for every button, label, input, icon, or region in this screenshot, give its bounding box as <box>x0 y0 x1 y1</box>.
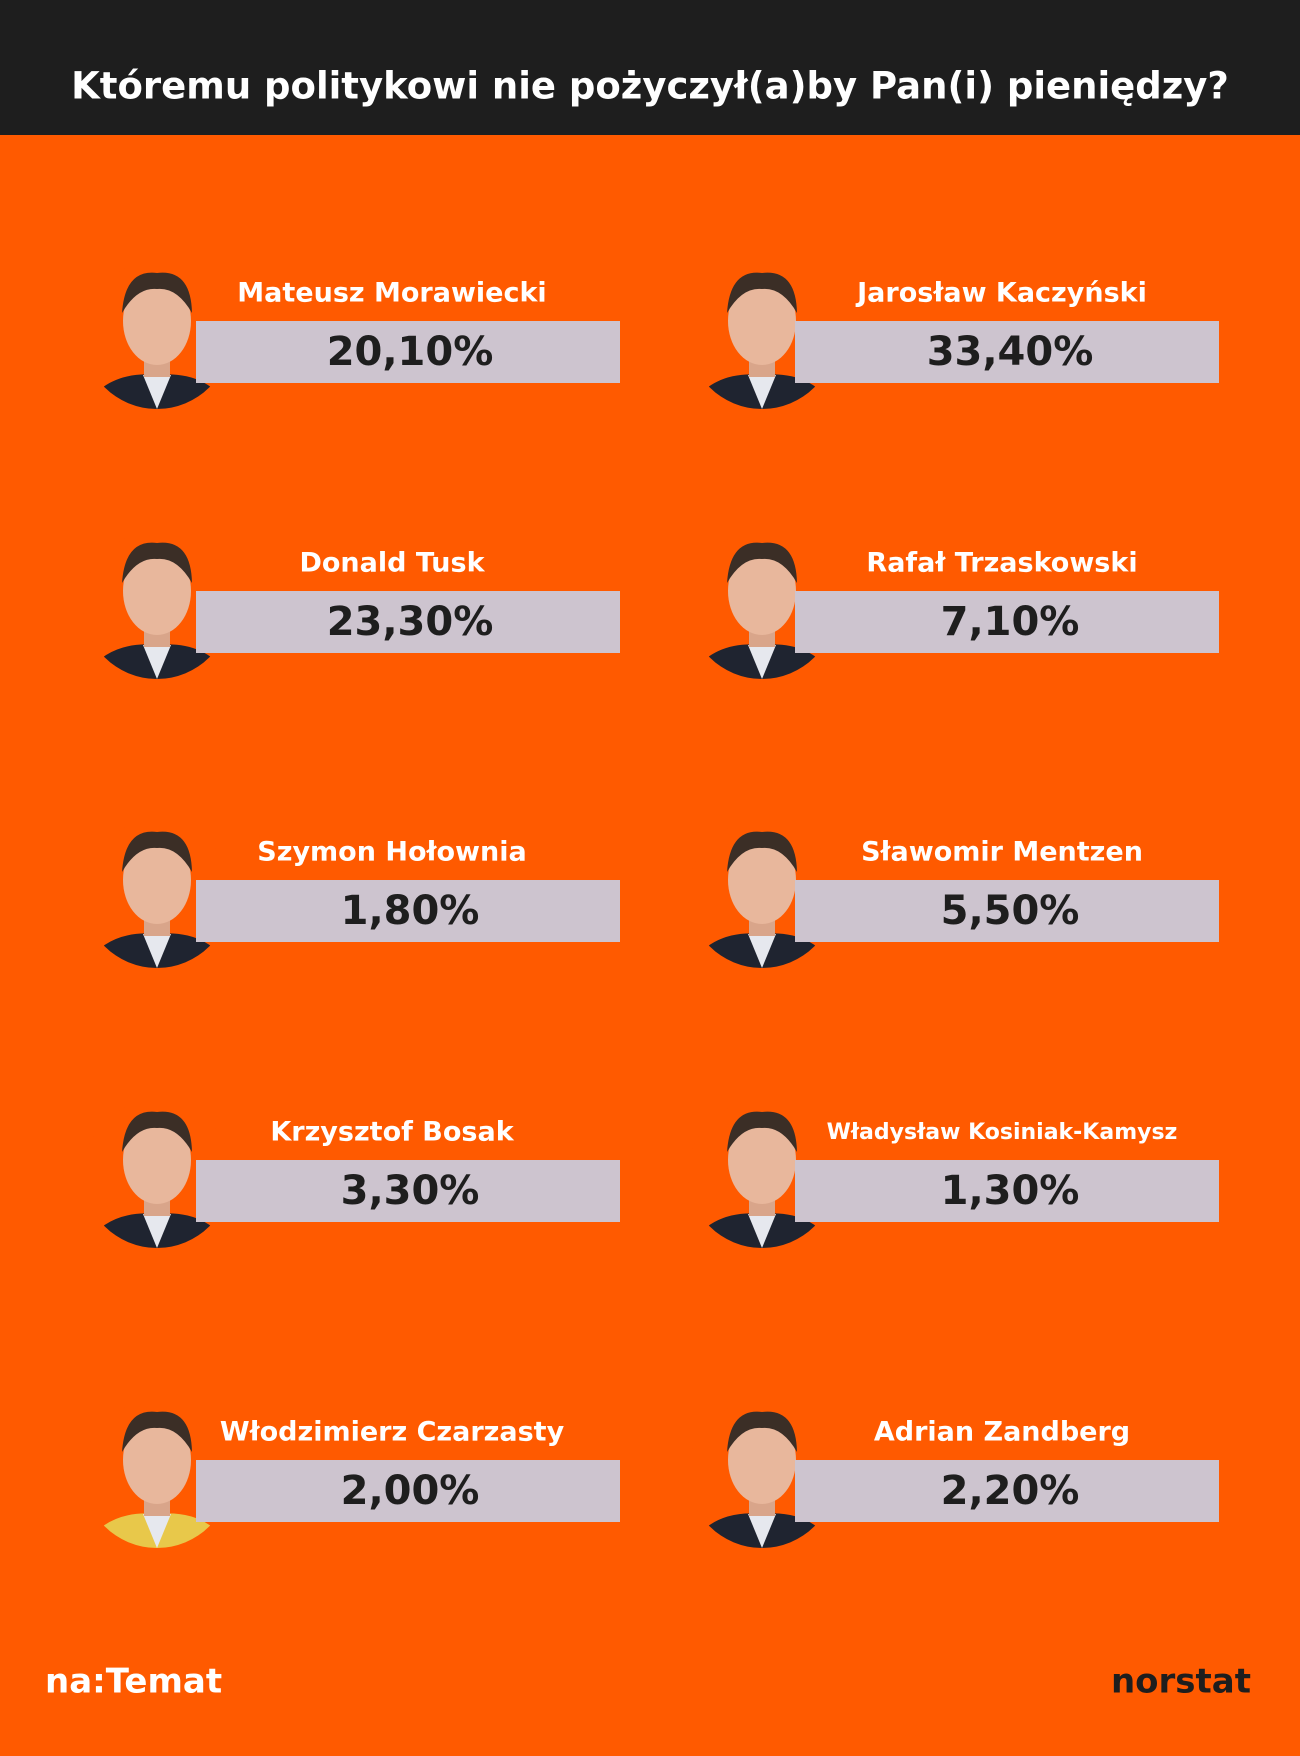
percentage: 23,30% <box>327 599 494 645</box>
portrait-face <box>123 277 191 365</box>
portrait-shirt <box>143 645 171 679</box>
portrait-hair <box>727 542 797 583</box>
portrait-hair <box>122 831 192 872</box>
percentage: 5,50% <box>941 888 1080 934</box>
percentage: 1,30% <box>941 1168 1080 1214</box>
portrait-face <box>728 277 796 365</box>
portrait-face <box>123 1116 191 1204</box>
portrait <box>83 1100 231 1248</box>
value-bar <box>196 880 620 942</box>
portrait-hair <box>727 1111 797 1152</box>
value-bar <box>196 591 620 653</box>
politician-name: Włodzimierz Czarzasty <box>220 1417 565 1448</box>
percentage: 1,80% <box>341 888 480 934</box>
portrait-shirt <box>143 934 171 968</box>
logo-norstat: norstat <box>1111 1662 1251 1702</box>
portrait-face <box>728 1416 796 1504</box>
value-bar <box>795 591 1219 653</box>
portrait-hair <box>122 542 192 583</box>
portrait-face <box>123 1416 191 1504</box>
value-bar <box>795 1460 1219 1522</box>
politician-name: Szymon Hołownia <box>257 837 526 868</box>
value-bar <box>795 1160 1219 1222</box>
portrait-shirt <box>748 645 776 679</box>
politician-name: Rafał Trzaskowski <box>866 548 1137 579</box>
portrait-hair <box>122 1111 192 1152</box>
percentage: 2,20% <box>941 1468 1080 1514</box>
portrait-shirt <box>143 1514 171 1548</box>
title: Któremu politykowi nie pożyczył(a)by Pan… <box>71 65 1229 108</box>
politician-name: Władysław Kosiniak-Kamysz <box>827 1120 1178 1145</box>
portrait-hair <box>727 831 797 872</box>
politician-name: Krzysztof Bosak <box>270 1117 514 1148</box>
portrait <box>83 531 231 679</box>
portrait-shirt <box>748 1514 776 1548</box>
percentage: 20,10% <box>327 329 494 375</box>
percentage: 3,30% <box>341 1168 480 1214</box>
portrait-face <box>728 547 796 635</box>
portrait-hair <box>122 272 192 313</box>
portrait-shirt <box>143 1214 171 1248</box>
politician-name: Jarosław Kaczyński <box>855 278 1147 309</box>
value-bar <box>196 1160 620 1222</box>
header-bar <box>0 0 1300 135</box>
value-bar <box>196 1460 620 1522</box>
value-bar <box>795 880 1219 942</box>
portrait-face <box>123 836 191 924</box>
portrait-hair <box>122 1411 192 1452</box>
portrait <box>83 1400 231 1548</box>
value-bar <box>795 321 1219 383</box>
percentage: 2,00% <box>341 1468 480 1514</box>
percentage: 7,10% <box>941 599 1080 645</box>
portrait-face <box>728 836 796 924</box>
politician-name: Donald Tusk <box>299 548 485 579</box>
politician-name: Sławomir Mentzen <box>861 837 1143 868</box>
portrait-shirt <box>748 375 776 409</box>
politician-name: Mateusz Morawiecki <box>237 278 546 309</box>
politician-name: Adrian Zandberg <box>874 1417 1130 1448</box>
portrait-shirt <box>748 934 776 968</box>
portrait-hair <box>727 1411 797 1452</box>
portrait-hair <box>727 272 797 313</box>
portrait-face <box>728 1116 796 1204</box>
portrait-shirt <box>748 1214 776 1248</box>
logo-natemat: na:Temat <box>45 1662 222 1702</box>
portrait-shirt <box>143 375 171 409</box>
percentage: 33,40% <box>927 329 1094 375</box>
portrait <box>83 261 231 409</box>
value-bar <box>196 321 620 383</box>
portrait-face <box>123 547 191 635</box>
